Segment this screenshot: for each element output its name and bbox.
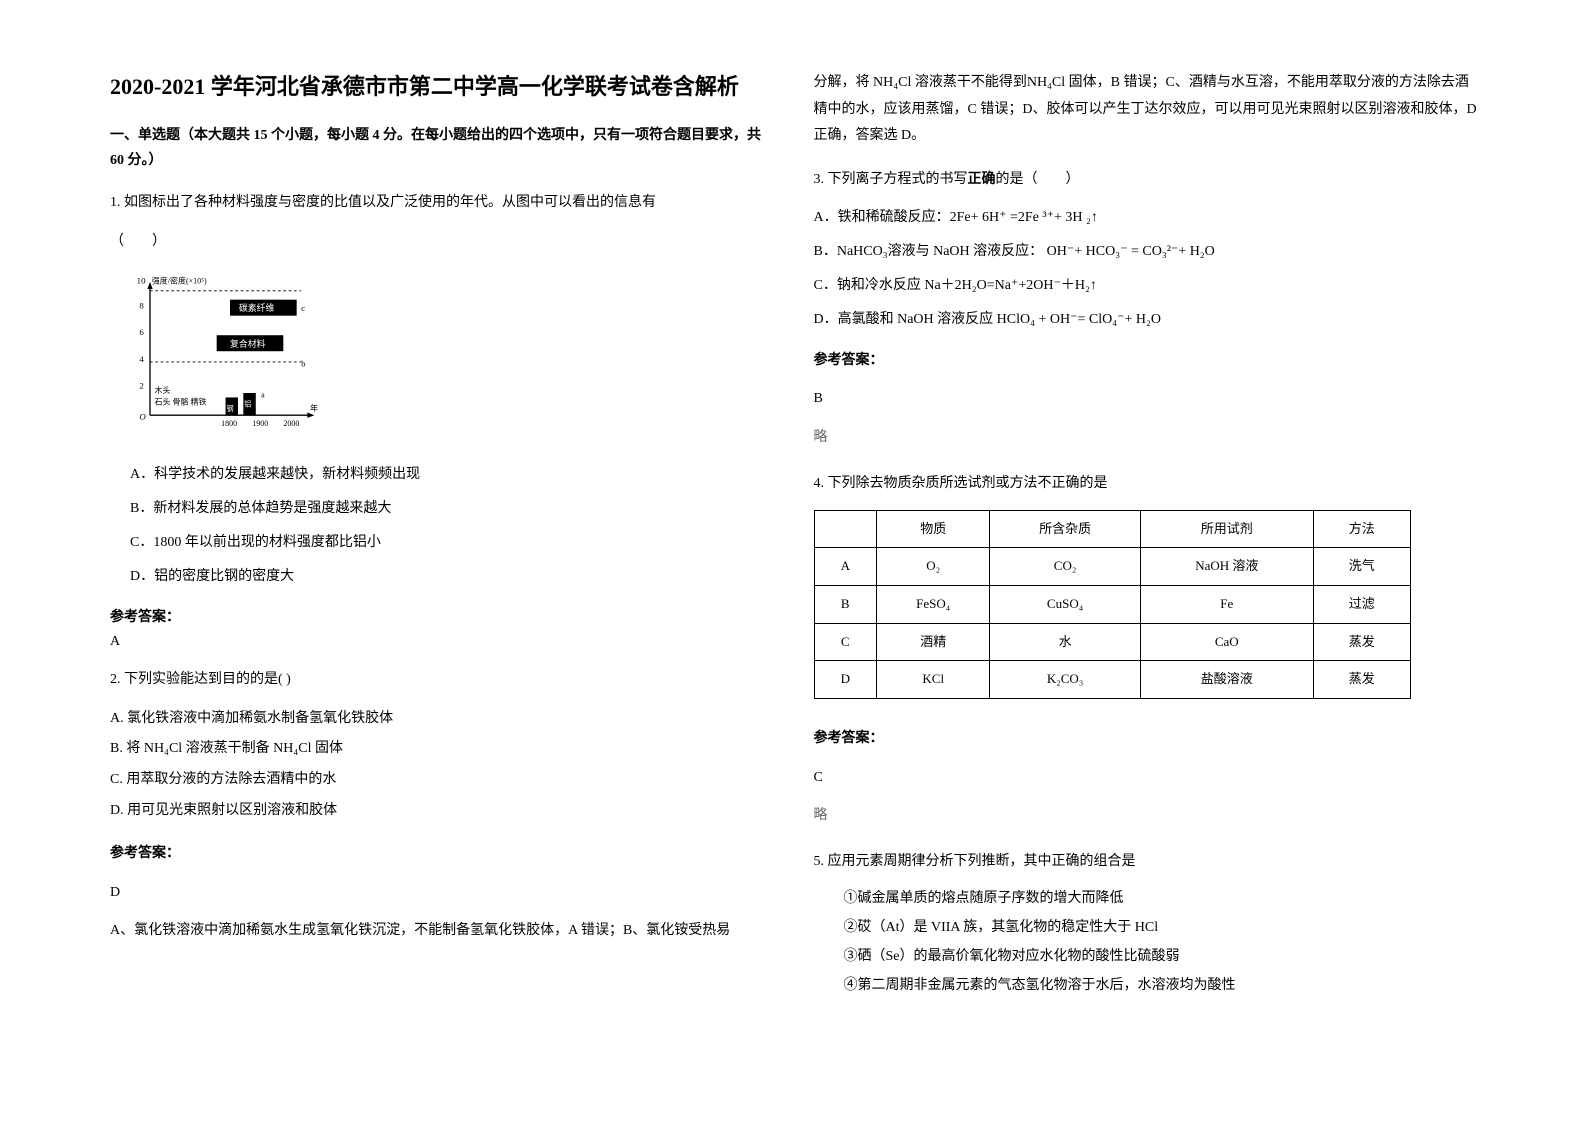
svg-text:6: 6 [139,327,144,337]
document-title: 2020-2021 学年河北省承德市市第二中学高一化学联考试卷含解析 [110,70,774,103]
svg-text:石头 骨骼 精铁: 石头 骨骼 精铁 [154,397,206,407]
q4-r0-1: O₂ [877,548,990,586]
q1-option-d: D．铝的密度比钢的密度大 [130,563,774,591]
q2-explanation: A、氯化铁溶液中滴加稀氨水生成氢氧化铁沉淀，不能制备氢氧化铁胶体，A 错误；B、… [110,916,774,947]
q4-r1-2: CuSO₄ [990,585,1140,623]
q4-r3-4: 蒸发 [1313,661,1410,699]
svg-text:复合材料: 复合材料 [230,338,266,349]
chart-ylabel: 10 [137,276,146,286]
q2-answer: D [110,878,774,909]
question-2: 2. 下列实验能达到目的的是( ) A. 氯化铁溶液中滴加稀氨水制备氢氧化铁胶体… [110,665,774,947]
q1-chart: 10 强度/密度(×10⁵) 8 6 4 2 碳素纤维 c 复合材料 b 木头 [130,273,774,446]
q4-r1-4: 过滤 [1313,585,1410,623]
q4-text: 4. 下列除去物质杂质所选试剂或方法不正确的是 [814,469,1478,500]
q4-th-1: 物质 [877,510,990,548]
question-3: 3. 下列离子方程式的书写正确的是（ ） A．铁和稀硫酸反应：2Fe+ 6H⁺ … [814,165,1478,454]
q3-option-c: C．钠和冷水反应 Na＋2H₂O=Na⁺+2OH⁻＋H₂↑ [814,272,1478,300]
q4-r0-4: 洗气 [1313,548,1410,586]
q4-r3-2: K₂CO₃ [990,661,1140,699]
q4-r1-0: B [814,585,877,623]
svg-text:碳素纤维: 碳素纤维 [239,302,275,313]
q3-option-a: A．铁和稀硫酸反应：2Fe+ 6H⁺ =2Fe ³⁺+ 3H ₂↑ [814,204,1478,232]
q1-option-b: B．新材料发展的总体趋势是强度越来越大 [130,495,774,523]
q4-r3-0: D [814,661,877,699]
svg-text:木头: 木头 [154,385,170,395]
svg-text:铝: 铝 [244,399,251,408]
q2-explanation-cont: 分解，将 NH₄Cl 溶液蒸干不能得到NH₄Cl 固体，B 错误；C、酒精与水互… [814,70,1478,150]
svg-text:1800: 1800 [221,419,237,428]
q1-paren: （ ） [110,227,774,258]
question-1: 1. 如图标出了各种材料强度与密度的比值以及广泛使用的年代。从图中可以看出的信息… [110,188,774,590]
q4-r2-2: 水 [990,623,1140,661]
q4-r0-2: CO₂ [990,548,1140,586]
question-5: 5. 应用元素周期律分析下列推断，其中正确的组合是 ①碱金属单质的熔点随原子序数… [814,847,1478,999]
q4-r0-3: NaOH 溶液 [1140,548,1313,586]
svg-text:8: 8 [139,301,144,311]
svg-text:c: c [301,303,305,313]
q4-th-0 [814,510,877,548]
q5-text: 5. 应用元素周期律分析下列推断，其中正确的组合是 [814,847,1478,878]
q4-r3-3: 盐酸溶液 [1140,661,1313,699]
q2-text: 2. 下列实验能达到目的的是( ) [110,665,774,696]
svg-text:O: O [139,412,146,422]
q2-option-d: D. 用可见光束照射以区别溶液和胶体 [110,796,774,827]
q4-r1-1: FeSO₄ [877,585,990,623]
q3-note: 略 [814,423,1478,454]
q2-option-a: A. 氯化铁溶液中滴加稀氨水制备氢氧化铁胶体 [110,704,774,735]
svg-text:年: 年 [310,403,318,413]
q4-th-4: 方法 [1313,510,1410,548]
q4-r2-4: 蒸发 [1313,623,1410,661]
q5-item-2: ②砹（At）是 VIIA 族，其氢化物的稳定性大于 HCl [844,915,1478,940]
q4-note: 略 [814,801,1478,832]
svg-text:2000: 2000 [283,419,299,428]
q4-r0-0: A [814,548,877,586]
q2-answer-label: 参考答案： [110,839,774,870]
svg-text:2: 2 [139,381,143,391]
q4-answer-label: 参考答案： [814,724,1478,755]
q5-item-4: ④第二周期非金属元素的气态氢化物溶于水后，水溶液均为酸性 [844,973,1478,998]
svg-text:4: 4 [139,354,144,364]
q4-answer: C [814,763,1478,794]
svg-text:a: a [261,390,265,399]
q4-r2-0: C [814,623,877,661]
q5-item-3: ③硒（Se）的最高价氧化物对应水化物的酸性比硫酸弱 [844,944,1478,969]
q4-table: 物质 所含杂质 所用试剂 方法 A O₂ CO₂ NaOH 溶液 洗气 B Fe… [814,510,1411,699]
q4-r3-1: KCl [877,661,990,699]
q4-th-2: 所含杂质 [990,510,1140,548]
question-4: 4. 下列除去物质杂质所选试剂或方法不正确的是 物质 所含杂质 所用试剂 方法 … [814,469,1478,832]
svg-text:1900: 1900 [252,419,268,428]
q1-text: 1. 如图标出了各种材料强度与密度的比值以及广泛使用的年代。从图中可以看出的信息… [110,188,774,219]
q3-answer: B [814,384,1478,415]
q3-answer-label: 参考答案： [814,346,1478,377]
q3-text: 3. 下列离子方程式的书写正确的是（ ） [814,165,1478,196]
q5-item-1: ①碱金属单质的熔点随原子序数的增大而降低 [844,886,1478,911]
q4-r2-3: CaO [1140,623,1313,661]
svg-text:钢: 钢 [226,404,233,413]
q4-r1-3: Fe [1140,585,1313,623]
q3-option-b: B．NaHCO₃溶液与 NaOH 溶液反应： OH⁻+ HCO₃⁻ = CO₃²… [814,238,1478,266]
q4-th-3: 所用试剂 [1140,510,1313,548]
q2-option-b: B. 将 NH₄Cl 溶液蒸干制备 NH₄Cl 固体 [110,734,774,765]
svg-text:强度/密度(×10⁵): 强度/密度(×10⁵) [152,276,207,286]
section-1-header: 一、单选题（本大题共 15 个小题，每小题 4 分。在每小题给出的四个选项中，只… [110,123,774,173]
q1-option-c: C．1800 年以前出现的材料强度都比铝小 [130,529,774,557]
q2-option-c: C. 用萃取分液的方法除去酒精中的水 [110,765,774,796]
q3-option-d: D．高氯酸和 NaOH 溶液反应 HClO₄ + OH⁻= ClO₄⁻+ H₂O [814,306,1478,334]
q1-option-a: A．科学技术的发展越来越快，新材料频频出现 [130,461,774,489]
q1-answer-label: 参考答案： [110,606,774,626]
q4-r2-1: 酒精 [877,623,990,661]
q1-answer: A [110,634,774,650]
svg-text:b: b [301,358,306,368]
